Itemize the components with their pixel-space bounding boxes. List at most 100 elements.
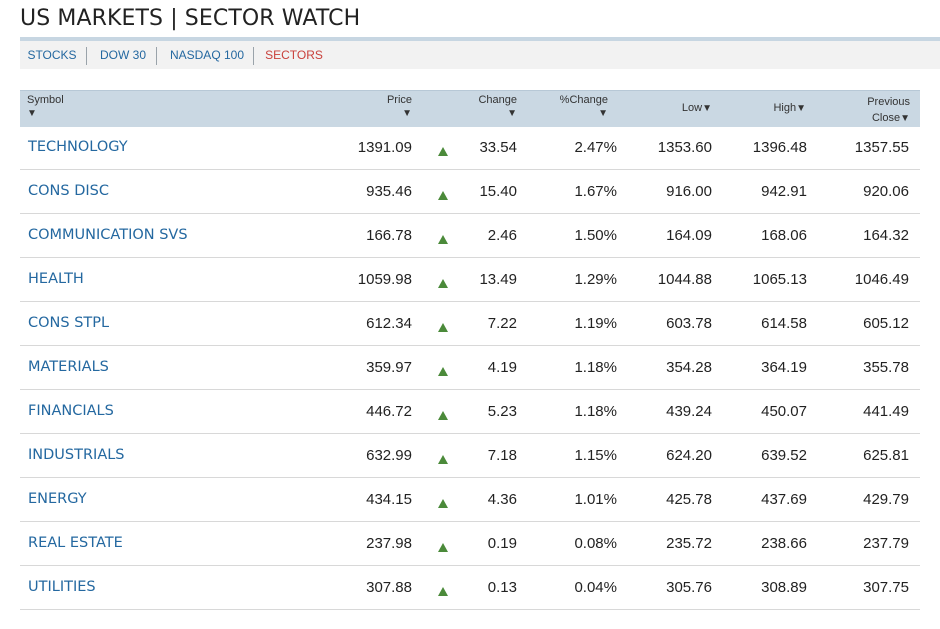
price-cell: 632.99 [366,447,412,464]
high-cell: 1396.48 [752,139,807,156]
pct-change-cell: 1.67% [574,183,617,200]
previous-close-cell: 1357.55 [854,139,909,156]
previous-close-cell: 237.79 [863,535,909,552]
change-cell: 4.36 [487,491,517,508]
sector-symbol-link[interactable]: TECHNOLOGY [28,139,128,155]
sector-symbol-link[interactable]: ENERGY [28,491,87,507]
header-low[interactable]: Low▼ [682,102,712,114]
previous-close-cell: 429.79 [863,491,909,508]
header-price[interactable]: Price ▼ [387,94,412,119]
pct-change-cell: 1.18% [574,359,617,376]
header-close-label: Close [871,112,901,124]
sort-arrow-icon: ▼ [27,108,37,119]
header-pct-change-label: %Change [559,94,608,106]
up-arrow-icon [438,279,448,288]
market-nav: STOCKS DOW 30 NASDAQ 100 SECTORS [20,37,940,69]
table-row: TECHNOLOGY 1391.09 33.54 2.47% 1353.60 1396.4… [20,126,920,170]
previous-close-cell: 307.75 [863,579,909,596]
high-cell: 364.19 [761,359,807,376]
sector-symbol-link[interactable]: UTILITIES [28,579,96,595]
nav-sectors[interactable]: SECTORS [265,48,323,62]
sort-arrow-icon: ▼ [598,108,608,119]
nav-stocks[interactable]: STOCKS [27,48,77,62]
price-cell: 307.88 [366,579,412,596]
change-cell: 4.19 [487,359,517,376]
price-cell: 359.97 [366,359,412,376]
page-title: US MARKETS | SECTOR WATCH [20,6,361,31]
header-high[interactable]: High▼ [773,102,806,114]
change-cell: 7.18 [487,447,517,464]
pct-change-cell: 0.08% [574,535,617,552]
up-arrow-icon [438,191,448,200]
high-cell: 942.91 [761,183,807,200]
high-cell: 238.66 [761,535,807,552]
high-cell: 308.89 [761,579,807,596]
table-row: CONS STPL 612.34 7.22 1.19% 603.78 614.58 605.… [20,302,920,346]
sort-arrow-icon: ▼ [702,103,712,114]
previous-close-cell: 164.32 [863,227,909,244]
sector-symbol-link[interactable]: FINANCIALS [28,403,114,419]
up-arrow-icon [438,499,448,508]
previous-close-cell: 625.81 [863,447,909,464]
pct-change-cell: 1.29% [574,271,617,288]
sector-symbol-link[interactable]: COMMUNICATION SVS [28,227,188,243]
price-cell: 434.15 [366,491,412,508]
sector-symbol-link[interactable]: HEALTH [28,271,84,287]
table-row: REAL ESTATE 237.98 0.19 0.08% 235.72 238.66 23… [20,522,920,566]
sort-arrow-icon: ▼ [796,103,806,114]
up-arrow-icon [438,543,448,552]
low-cell: 354.28 [666,359,712,376]
low-cell: 305.76 [666,579,712,596]
sector-symbol-link[interactable]: INDUSTRIALS [28,447,125,463]
up-arrow-icon [438,587,448,596]
nav-nasdaq-100[interactable]: NASDAQ 100 [169,48,245,62]
sort-arrow-icon: ▼ [507,108,517,119]
pct-change-cell: 2.47% [574,139,617,156]
price-cell: 446.72 [366,403,412,420]
pct-change-cell: 1.15% [574,447,617,464]
high-cell: 437.69 [761,491,807,508]
high-cell: 168.06 [761,227,807,244]
pct-change-cell: 1.50% [574,227,617,244]
change-cell: 33.54 [479,139,517,156]
low-cell: 235.72 [666,535,712,552]
header-change-label: Change [478,94,517,106]
nav-divider [253,47,254,65]
high-cell: 450.07 [761,403,807,420]
table-header: Symbol ▼ Price ▼ Change ▼ %Change ▼ Low▼… [20,90,920,127]
high-cell: 639.52 [761,447,807,464]
sector-symbol-link[interactable]: REAL ESTATE [28,535,123,551]
price-cell: 612.34 [366,315,412,332]
header-symbol-label: Symbol [27,94,64,106]
price-cell: 1391.09 [357,139,412,156]
nav-dow-30[interactable]: DOW 30 [99,48,146,62]
low-cell: 624.20 [666,447,712,464]
sector-symbol-link[interactable]: CONS STPL [28,315,110,331]
low-cell: 439.24 [666,403,712,420]
up-arrow-icon [438,367,448,376]
header-change[interactable]: Change ▼ [478,94,517,119]
up-arrow-icon [438,411,448,420]
sort-arrow-icon: ▼ [402,108,412,119]
header-symbol[interactable]: Symbol ▼ [27,94,64,119]
header-price-label: Price [386,94,412,106]
header-pct-change[interactable]: %Change ▼ [560,94,608,119]
sector-table-body: TECHNOLOGY 1391.09 33.54 2.47% 1353.60 1396.4… [20,126,920,610]
sector-symbol-link[interactable]: MATERIALS [28,359,109,375]
change-cell: 0.13 [487,579,517,596]
up-arrow-icon [438,147,448,156]
previous-close-cell: 920.06 [863,183,909,200]
previous-close-cell: 441.49 [863,403,909,420]
high-cell: 614.58 [761,315,807,332]
low-cell: 425.78 [666,491,712,508]
header-high-label: High [773,102,797,114]
change-cell: 15.40 [479,183,517,200]
header-previous-close[interactable]: Previous Close▼ [867,94,910,127]
change-cell: 5.23 [487,403,517,420]
change-cell: 7.22 [487,315,517,332]
sector-symbol-link[interactable]: CONS DISC [28,183,109,199]
sort-arrow-icon: ▼ [900,113,910,124]
pct-change-cell: 0.04% [574,579,617,596]
previous-close-cell: 605.12 [863,315,909,332]
high-cell: 1065.13 [752,271,807,288]
